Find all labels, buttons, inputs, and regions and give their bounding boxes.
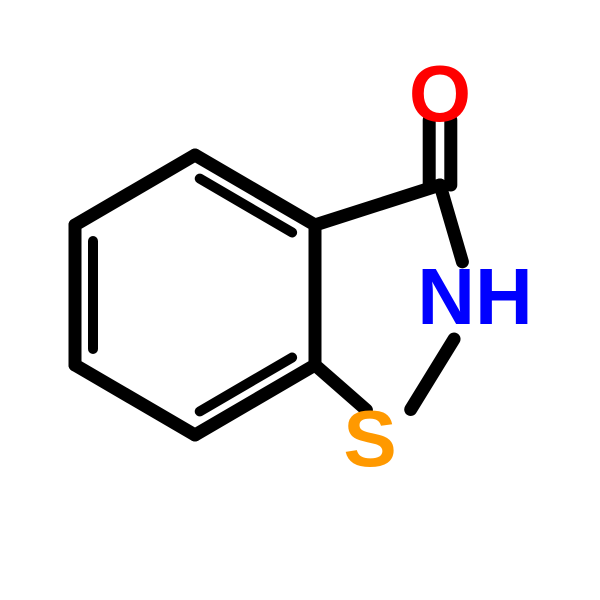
- atom-S: S: [343, 394, 396, 483]
- molecule-diagram: O NHS: [0, 0, 600, 600]
- atoms-group: O NHS: [343, 49, 532, 483]
- atom-O: O: [409, 49, 471, 138]
- bonds-group: [75, 120, 462, 435]
- atom-N: NH: [417, 252, 533, 341]
